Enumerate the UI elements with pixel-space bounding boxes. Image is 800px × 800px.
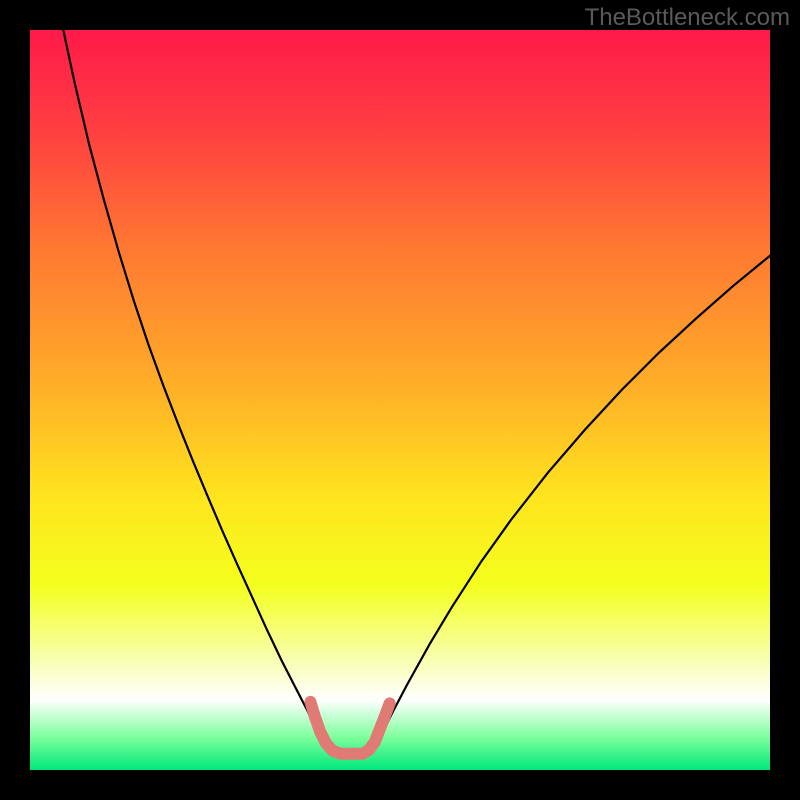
watermark-text: TheBottleneck.com — [585, 4, 790, 32]
bottleneck-plot — [30, 30, 770, 770]
chart-frame: TheBottleneck.com — [0, 0, 800, 800]
plot-background — [30, 30, 770, 770]
plot-svg — [30, 30, 770, 770]
